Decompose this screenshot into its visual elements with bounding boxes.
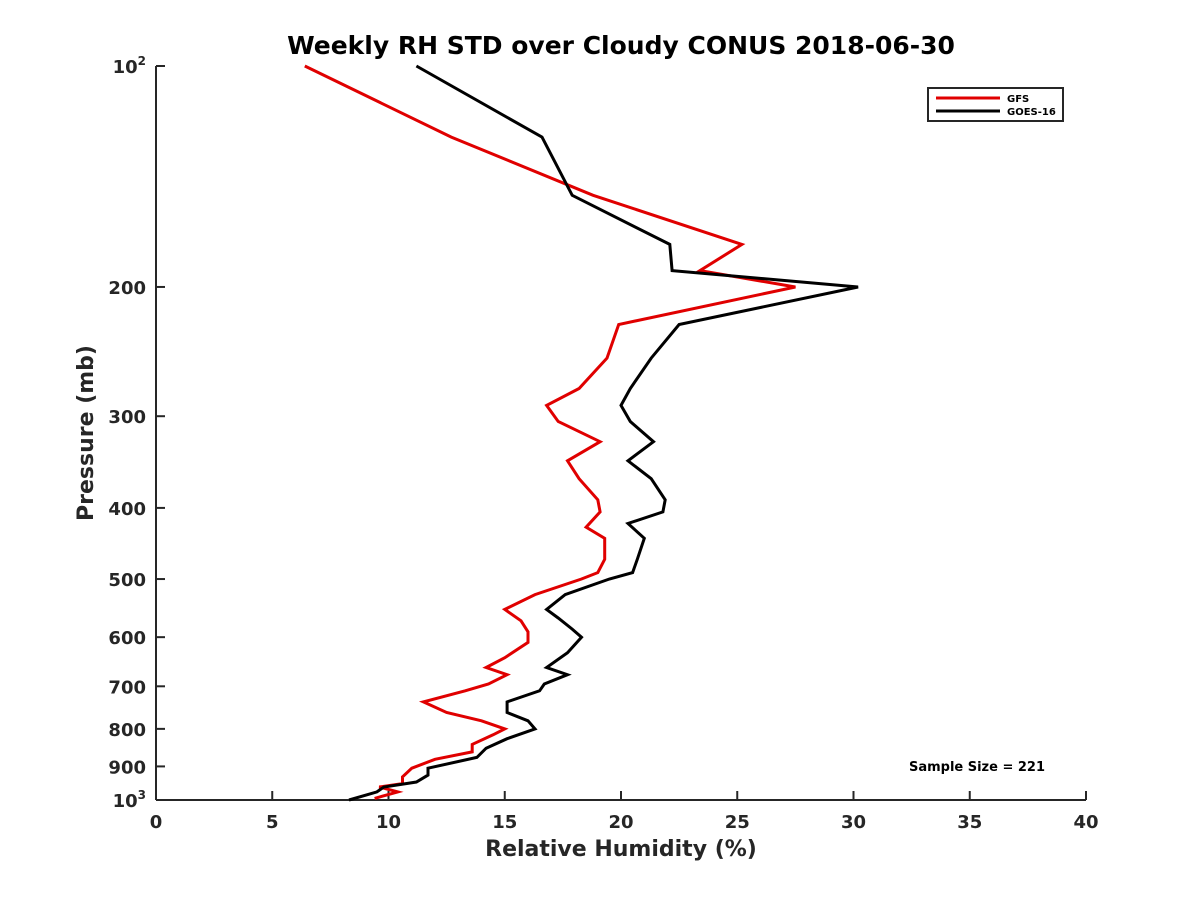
legend-label: GFS [1007, 94, 1029, 105]
y-tick-label: 600 [108, 628, 146, 649]
series-line-gfs [304, 64, 796, 800]
y-tick-label: 900 [108, 757, 146, 778]
y-tick-label: 500 [108, 570, 146, 591]
x-tick-label: 20 [608, 812, 633, 833]
y-tick-label-exponent: 3 [138, 788, 146, 802]
y-tick-label: 300 [108, 407, 146, 428]
x-ticks: 0 5 10 15 20 25 30 35 40 [150, 791, 1099, 833]
x-tick-label: 10 [376, 812, 401, 833]
legend-box [927, 87, 1064, 122]
x-tick-label: 15 [492, 812, 517, 833]
y-axis-label: Pressure (mb) [74, 345, 99, 521]
x-tick-label: 0 [150, 812, 163, 833]
x-tick-label: 30 [841, 812, 866, 833]
x-tick-label: 25 [725, 812, 750, 833]
y-tick-label-exponent: 2 [138, 54, 146, 68]
series-line-goes-16 [348, 64, 859, 802]
y-tick-label: 103 [113, 788, 146, 812]
series-lines [304, 64, 859, 802]
x-tick-label: 35 [957, 812, 982, 833]
y-tick-label: 800 [108, 720, 146, 741]
y-tick-label-base: 10 [113, 791, 138, 812]
x-axis-label: Relative Humidity (%) [485, 837, 757, 862]
y-tick-label-base: 10 [113, 57, 138, 78]
x-tick-label: 40 [1073, 812, 1098, 833]
chart-title: Weekly RH STD over Cloudy CONUS 2018-06-… [287, 31, 955, 60]
sample-size-annotation: Sample Size = 221 [909, 760, 1045, 775]
legend-label: GOES-16 [1007, 107, 1056, 118]
y-tick-label: 200 [108, 278, 146, 299]
legend: GFS GOES-16 [927, 87, 1064, 122]
y-tick-label: 700 [108, 677, 146, 698]
y-tick-label: 102 [113, 54, 146, 78]
y-tick-label: 400 [108, 499, 146, 520]
x-tick-label: 5 [266, 812, 279, 833]
